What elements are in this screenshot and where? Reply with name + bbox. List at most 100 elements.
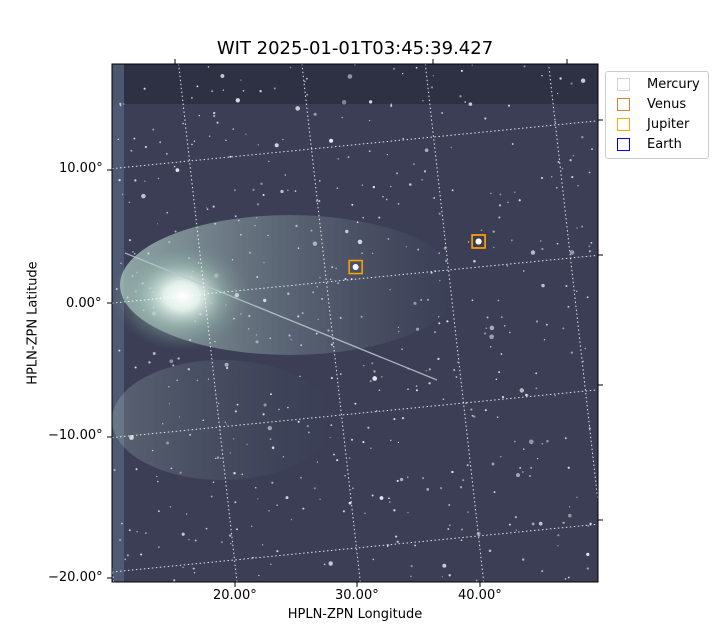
star: [189, 433, 192, 436]
star: [255, 334, 258, 336]
star: [498, 371, 501, 374]
star: [561, 167, 564, 170]
star: [335, 267, 337, 270]
star: [385, 198, 388, 201]
star: [315, 200, 318, 202]
star: [412, 163, 415, 166]
star: [570, 351, 574, 354]
star: [287, 189, 289, 191]
star: [156, 223, 159, 225]
star: [182, 122, 184, 125]
star: [425, 370, 427, 372]
star: [263, 403, 267, 407]
star: [212, 481, 215, 484]
star: [422, 477, 425, 480]
star: [123, 103, 125, 105]
star: [370, 447, 372, 449]
star: [589, 522, 592, 525]
star: [379, 496, 384, 500]
star: [410, 564, 413, 568]
star: [540, 240, 542, 242]
star: [531, 522, 535, 526]
star: [220, 74, 225, 78]
star: [288, 334, 291, 337]
star: [261, 544, 264, 546]
star: [515, 529, 518, 531]
star: [510, 239, 513, 242]
star: [364, 512, 366, 514]
star: [295, 106, 301, 111]
star: [166, 153, 168, 155]
star: [214, 222, 217, 225]
star: [497, 299, 500, 302]
star: [569, 250, 575, 255]
star: [229, 452, 231, 454]
star: [441, 576, 443, 578]
star: [480, 229, 483, 232]
latitude-gridline: [112, 389, 598, 439]
star: [262, 193, 265, 197]
star: [241, 473, 243, 475]
star: [312, 241, 318, 246]
star: [586, 296, 589, 299]
star: [196, 85, 199, 88]
star: [567, 466, 570, 469]
star: [461, 528, 463, 531]
star: [263, 298, 267, 303]
star: [568, 506, 571, 508]
star: [522, 558, 525, 561]
y-tick-label: 0.00°: [66, 296, 102, 311]
star: [262, 413, 265, 416]
star: [511, 143, 514, 145]
plot-frame: [111, 63, 599, 583]
star: [550, 175, 553, 178]
star: [254, 224, 256, 227]
star: [516, 473, 520, 478]
star: [217, 402, 220, 405]
star: [507, 201, 509, 204]
star: [158, 546, 160, 548]
star: [491, 462, 495, 466]
star: [455, 376, 458, 378]
star: [329, 278, 332, 281]
longitude-gridline: [424, 64, 485, 582]
star: [582, 360, 585, 363]
star: [117, 138, 120, 141]
star: [336, 187, 339, 189]
star: [386, 153, 389, 156]
star: [234, 215, 237, 218]
star: [499, 193, 502, 196]
star: [546, 323, 548, 326]
star: [206, 208, 209, 211]
star: [194, 539, 197, 542]
star: [118, 349, 121, 352]
star: [413, 301, 417, 305]
star: [141, 193, 146, 199]
star: [344, 278, 347, 280]
star: [373, 370, 376, 373]
star: [475, 579, 478, 582]
star: [410, 575, 412, 578]
star: [460, 539, 463, 541]
star: [301, 312, 304, 315]
star: [538, 521, 543, 526]
star: [176, 379, 178, 382]
star: [312, 291, 315, 294]
star: [426, 487, 430, 491]
star: [451, 189, 454, 192]
star: [273, 87, 276, 90]
star: [328, 561, 333, 566]
star: [307, 431, 310, 434]
star: [407, 388, 409, 390]
star: [395, 535, 398, 538]
star: [486, 316, 489, 319]
star: [315, 332, 318, 335]
star: [120, 262, 122, 264]
star: [128, 201, 131, 204]
star: [588, 250, 592, 253]
star: [234, 189, 236, 191]
star: [368, 119, 371, 122]
star: [450, 146, 453, 149]
star: [230, 542, 232, 545]
star: [402, 72, 404, 75]
